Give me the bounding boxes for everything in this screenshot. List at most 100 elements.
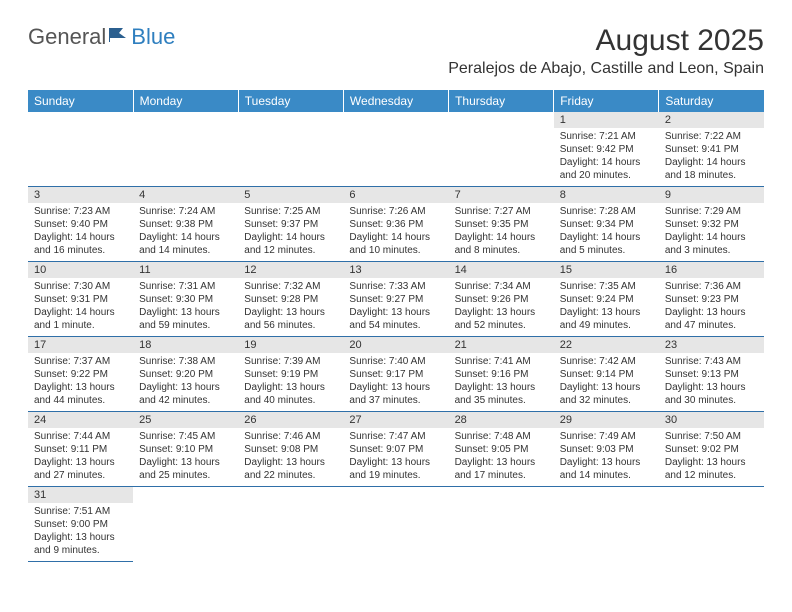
day-detail-line: Daylight: 14 hours <box>244 231 337 244</box>
logo-text-blue: Blue <box>131 24 175 50</box>
day-detail-line: and 14 minutes. <box>560 469 653 482</box>
day-detail-line: Sunset: 9:27 PM <box>349 293 442 306</box>
day-detail-line: and 18 minutes. <box>665 169 758 182</box>
day-detail-line: Sunrise: 7:37 AM <box>34 355 127 368</box>
day-detail-line: and 30 minutes. <box>665 394 758 407</box>
day-detail-line: Sunrise: 7:31 AM <box>139 280 232 293</box>
calendar-day-cell: 19Sunrise: 7:39 AMSunset: 9:19 PMDayligh… <box>238 337 343 412</box>
day-number: 22 <box>554 337 659 353</box>
day-detail-line: Sunrise: 7:21 AM <box>560 130 653 143</box>
calendar-day-cell: 22Sunrise: 7:42 AMSunset: 9:14 PMDayligh… <box>554 337 659 412</box>
day-number: 31 <box>28 487 133 503</box>
day-detail-line: Daylight: 13 hours <box>349 456 442 469</box>
day-detail-line: Daylight: 14 hours <box>349 231 442 244</box>
day-details: Sunrise: 7:46 AMSunset: 9:08 PMDaylight:… <box>238 428 343 486</box>
day-detail-line: Daylight: 13 hours <box>665 456 758 469</box>
day-detail-line: Sunrise: 7:45 AM <box>139 430 232 443</box>
day-number: 19 <box>238 337 343 353</box>
day-detail-line: Daylight: 13 hours <box>560 306 653 319</box>
day-detail-line: and 5 minutes. <box>560 244 653 257</box>
day-detail-line: and 1 minute. <box>34 319 127 332</box>
day-detail-line: and 52 minutes. <box>455 319 548 332</box>
calendar-day-cell <box>28 112 133 187</box>
day-details: Sunrise: 7:28 AMSunset: 9:34 PMDaylight:… <box>554 203 659 261</box>
calendar-day-cell: 14Sunrise: 7:34 AMSunset: 9:26 PMDayligh… <box>449 262 554 337</box>
day-details: Sunrise: 7:41 AMSunset: 9:16 PMDaylight:… <box>449 353 554 411</box>
day-detail-line: and 40 minutes. <box>244 394 337 407</box>
day-details: Sunrise: 7:24 AMSunset: 9:38 PMDaylight:… <box>133 203 238 261</box>
day-detail-line: Daylight: 14 hours <box>34 231 127 244</box>
day-details: Sunrise: 7:44 AMSunset: 9:11 PMDaylight:… <box>28 428 133 486</box>
calendar-day-cell: 1Sunrise: 7:21 AMSunset: 9:42 PMDaylight… <box>554 112 659 187</box>
day-details: Sunrise: 7:50 AMSunset: 9:02 PMDaylight:… <box>659 428 764 486</box>
calendar-day-cell: 27Sunrise: 7:47 AMSunset: 9:07 PMDayligh… <box>343 412 448 487</box>
day-details: Sunrise: 7:23 AMSunset: 9:40 PMDaylight:… <box>28 203 133 261</box>
weekday-header: Thursday <box>449 90 554 112</box>
day-number: 12 <box>238 262 343 278</box>
day-detail-line: and 47 minutes. <box>665 319 758 332</box>
day-detail-line: Sunrise: 7:30 AM <box>34 280 127 293</box>
calendar-week-row: 3Sunrise: 7:23 AMSunset: 9:40 PMDaylight… <box>28 187 764 262</box>
day-number: 14 <box>449 262 554 278</box>
day-detail-line: Sunset: 9:11 PM <box>34 443 127 456</box>
day-number: 25 <box>133 412 238 428</box>
day-detail-line: Sunset: 9:41 PM <box>665 143 758 156</box>
calendar-day-cell: 20Sunrise: 7:40 AMSunset: 9:17 PMDayligh… <box>343 337 448 412</box>
day-detail-line: Sunset: 9:37 PM <box>244 218 337 231</box>
calendar-day-cell <box>238 112 343 187</box>
day-details: Sunrise: 7:30 AMSunset: 9:31 PMDaylight:… <box>28 278 133 336</box>
day-detail-line: Daylight: 13 hours <box>455 381 548 394</box>
day-detail-line: Sunrise: 7:40 AM <box>349 355 442 368</box>
day-detail-line: and 16 minutes. <box>34 244 127 257</box>
day-detail-line: Sunset: 9:32 PM <box>665 218 758 231</box>
day-detail-line: Daylight: 14 hours <box>665 231 758 244</box>
day-number: 1 <box>554 112 659 128</box>
calendar-day-cell <box>449 487 554 562</box>
day-detail-line: Daylight: 13 hours <box>139 381 232 394</box>
calendar-body: 1Sunrise: 7:21 AMSunset: 9:42 PMDaylight… <box>28 112 764 562</box>
calendar-day-cell: 3Sunrise: 7:23 AMSunset: 9:40 PMDaylight… <box>28 187 133 262</box>
calendar-day-cell: 17Sunrise: 7:37 AMSunset: 9:22 PMDayligh… <box>28 337 133 412</box>
day-number: 21 <box>449 337 554 353</box>
calendar-day-cell: 28Sunrise: 7:48 AMSunset: 9:05 PMDayligh… <box>449 412 554 487</box>
day-details: Sunrise: 7:39 AMSunset: 9:19 PMDaylight:… <box>238 353 343 411</box>
calendar-week-row: 1Sunrise: 7:21 AMSunset: 9:42 PMDaylight… <box>28 112 764 187</box>
weekday-header: Saturday <box>659 90 764 112</box>
day-number: 11 <box>133 262 238 278</box>
day-detail-line: and 17 minutes. <box>455 469 548 482</box>
day-detail-line: Daylight: 13 hours <box>34 381 127 394</box>
day-detail-line: Daylight: 14 hours <box>560 231 653 244</box>
calendar-day-cell: 12Sunrise: 7:32 AMSunset: 9:28 PMDayligh… <box>238 262 343 337</box>
day-detail-line: Sunset: 9:40 PM <box>34 218 127 231</box>
day-detail-line: Daylight: 14 hours <box>34 306 127 319</box>
day-detail-line: Sunset: 9:42 PM <box>560 143 653 156</box>
day-details: Sunrise: 7:26 AMSunset: 9:36 PMDaylight:… <box>343 203 448 261</box>
day-detail-line: Sunset: 9:05 PM <box>455 443 548 456</box>
calendar-day-cell <box>659 487 764 562</box>
logo-text-general: General <box>28 24 106 50</box>
day-detail-line: Sunset: 9:31 PM <box>34 293 127 306</box>
day-detail-line: Daylight: 14 hours <box>665 156 758 169</box>
day-number: 26 <box>238 412 343 428</box>
flag-icon <box>108 24 130 50</box>
weekday-header: Friday <box>554 90 659 112</box>
day-number: 18 <box>133 337 238 353</box>
day-detail-line: Sunset: 9:38 PM <box>139 218 232 231</box>
calendar-day-cell: 10Sunrise: 7:30 AMSunset: 9:31 PMDayligh… <box>28 262 133 337</box>
day-number: 2 <box>659 112 764 128</box>
day-detail-line: and 32 minutes. <box>560 394 653 407</box>
calendar-day-cell: 23Sunrise: 7:43 AMSunset: 9:13 PMDayligh… <box>659 337 764 412</box>
calendar-day-cell <box>343 487 448 562</box>
day-detail-line: Sunrise: 7:26 AM <box>349 205 442 218</box>
month-title: August 2025 <box>448 24 764 58</box>
day-detail-line: Sunset: 9:22 PM <box>34 368 127 381</box>
location: Peralejos de Abajo, Castille and Leon, S… <box>448 60 764 78</box>
day-detail-line: Sunrise: 7:29 AM <box>665 205 758 218</box>
day-number: 13 <box>343 262 448 278</box>
day-details: Sunrise: 7:31 AMSunset: 9:30 PMDaylight:… <box>133 278 238 336</box>
day-details: Sunrise: 7:21 AMSunset: 9:42 PMDaylight:… <box>554 128 659 186</box>
calendar-day-cell: 18Sunrise: 7:38 AMSunset: 9:20 PMDayligh… <box>133 337 238 412</box>
day-detail-line: Sunrise: 7:41 AM <box>455 355 548 368</box>
day-number: 29 <box>554 412 659 428</box>
day-detail-line: Sunrise: 7:49 AM <box>560 430 653 443</box>
